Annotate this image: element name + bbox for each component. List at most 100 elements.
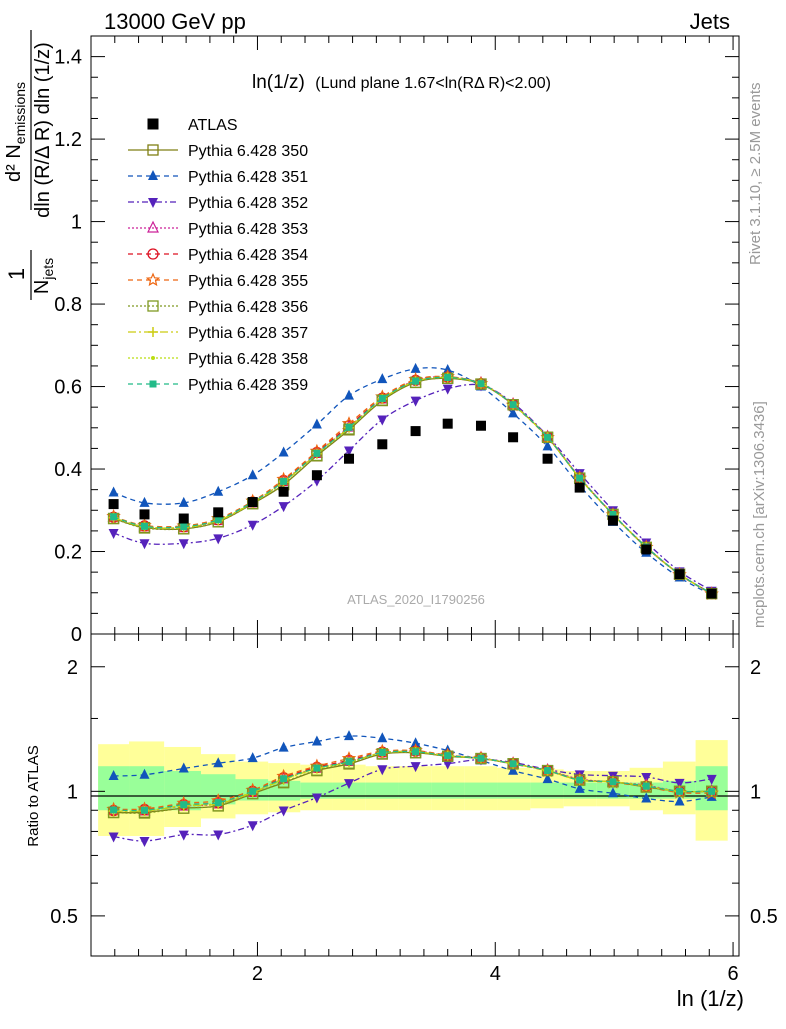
atlas-point	[108, 499, 119, 510]
legend-marker	[149, 380, 157, 388]
series-point-p352	[278, 502, 289, 513]
band-inner-bin	[365, 782, 399, 799]
ratio-point-p351	[542, 773, 553, 784]
ratio-point-p351	[508, 764, 519, 775]
series-point-p351	[508, 407, 519, 418]
atlas-point	[574, 482, 585, 493]
series-point-p351	[278, 446, 289, 457]
series-point-p352	[213, 534, 224, 545]
series-point-p359	[141, 522, 149, 530]
legend-label: Pythia 6.428 355	[188, 273, 308, 290]
ratio-y-tick-label-left: 1	[67, 781, 78, 803]
legend-marker	[147, 144, 159, 156]
series-point-p359	[576, 474, 584, 482]
atlas-point	[377, 439, 388, 450]
legend-marker	[145, 272, 161, 287]
x-axis-label: ln (1/z)	[677, 986, 744, 1011]
ratio-point-p359	[345, 758, 353, 766]
series-point-p351	[377, 373, 388, 384]
header-right: Jets	[690, 9, 730, 34]
ratio-point-p351	[311, 735, 322, 746]
band-inner-bin	[530, 782, 564, 799]
atlas-point	[508, 432, 519, 443]
ratio-point-p352	[410, 762, 421, 773]
ratio-point-p351	[674, 795, 685, 806]
atlas-point	[410, 426, 421, 437]
ratio-point-p359	[313, 764, 321, 772]
legend-item: Pythia 6.428 350	[128, 143, 308, 160]
ratio-point-p352	[213, 830, 224, 841]
series-point-p352	[247, 520, 258, 531]
legend-item: Pythia 6.428 359	[128, 377, 308, 394]
y-label-num-main: d² N	[3, 144, 25, 182]
legend-label: Pythia 6.428 351	[188, 169, 308, 186]
y-tick-label: 1.4	[54, 47, 82, 69]
ratio-point-p352	[278, 806, 289, 817]
ratio-point-p359	[676, 787, 684, 795]
series-point-p359	[180, 523, 188, 531]
legend-marker	[148, 198, 158, 208]
atlas-point	[278, 486, 289, 497]
legend-item: Pythia 6.428 358	[128, 351, 308, 368]
ratio-point-p351	[574, 782, 585, 793]
series-point-p351	[442, 364, 453, 375]
ratio-point-p359	[576, 776, 584, 784]
legend-label: ATLAS	[188, 117, 238, 134]
atlas-point	[139, 509, 150, 520]
atlas-point	[247, 497, 258, 508]
series-point-p359	[544, 433, 552, 441]
legend-label: Pythia 6.428 357	[188, 325, 308, 342]
legend-marker	[148, 327, 158, 337]
atlas-point	[311, 470, 322, 481]
y-tick-label: 0.8	[54, 294, 82, 316]
ratio-point-p351	[213, 757, 224, 768]
ratio-point-p359	[141, 806, 149, 814]
ratio-point-p359	[214, 799, 222, 807]
ratio-point-p359	[609, 778, 617, 786]
y-label-num-sub: emissions	[12, 82, 28, 144]
series-layer	[106, 362, 719, 601]
ratio-point-p359	[708, 787, 716, 795]
ratio-y-tick-label-left: 2	[67, 657, 78, 679]
legend-marker	[147, 248, 159, 260]
series-point-p359	[345, 423, 353, 431]
atlas-point	[607, 515, 618, 526]
series-point-p351	[542, 440, 553, 451]
series-point-p359	[412, 377, 420, 385]
series-point-p352	[344, 446, 355, 457]
y-tick-label-zero: 0	[71, 624, 82, 646]
series-point-p351	[344, 389, 355, 400]
band-inner-bin	[431, 782, 465, 799]
atlas-point	[674, 569, 685, 580]
legend: ATLAS Pythia 6.428 350 Pythia 6.428 351 Pyt…	[128, 117, 308, 394]
ratio-series-layer	[106, 730, 719, 847]
series-point-p359	[509, 401, 517, 409]
ratio-point-p359	[477, 754, 485, 762]
legend-label: Pythia 6.428 358	[188, 351, 308, 368]
y-tick-label: 1.2	[54, 129, 82, 151]
ratio-point-p352	[139, 836, 150, 847]
series-atlas	[108, 418, 717, 599]
side-rivet-text: Rivet 3.1.10, ≥ 2.5M events	[747, 83, 764, 266]
ratio-point-p352	[247, 821, 258, 832]
ratio-point-p359	[249, 787, 257, 795]
series-point-p351	[247, 469, 258, 480]
atlas-point	[344, 453, 355, 464]
band-inner-bin	[398, 782, 432, 799]
ratio-point-p351	[344, 730, 355, 741]
atlas-point	[706, 588, 717, 599]
series-point-p351	[108, 486, 119, 497]
legend-item: Pythia 6.428 352	[128, 195, 308, 212]
ratio-point-p351	[108, 770, 119, 781]
plot-title: ln(1/z) (Lund plane 1.67<ln(RΔ R)<2.00)	[252, 72, 551, 93]
lower-frame	[90, 633, 740, 957]
ratio-point-p352	[706, 774, 717, 785]
ratio-y-tick-label-right: 2	[750, 657, 761, 679]
series-point-p359	[313, 449, 321, 457]
legend-marker	[148, 170, 158, 180]
axes-ticks: 2 4 6 0.2 0.4 0.6 0.8 1 1.2 1.4 0 0.5 0.5 1 1 2 2	[50, 36, 778, 985]
ratio-point-p351	[410, 737, 421, 748]
legend-marker	[147, 118, 159, 130]
